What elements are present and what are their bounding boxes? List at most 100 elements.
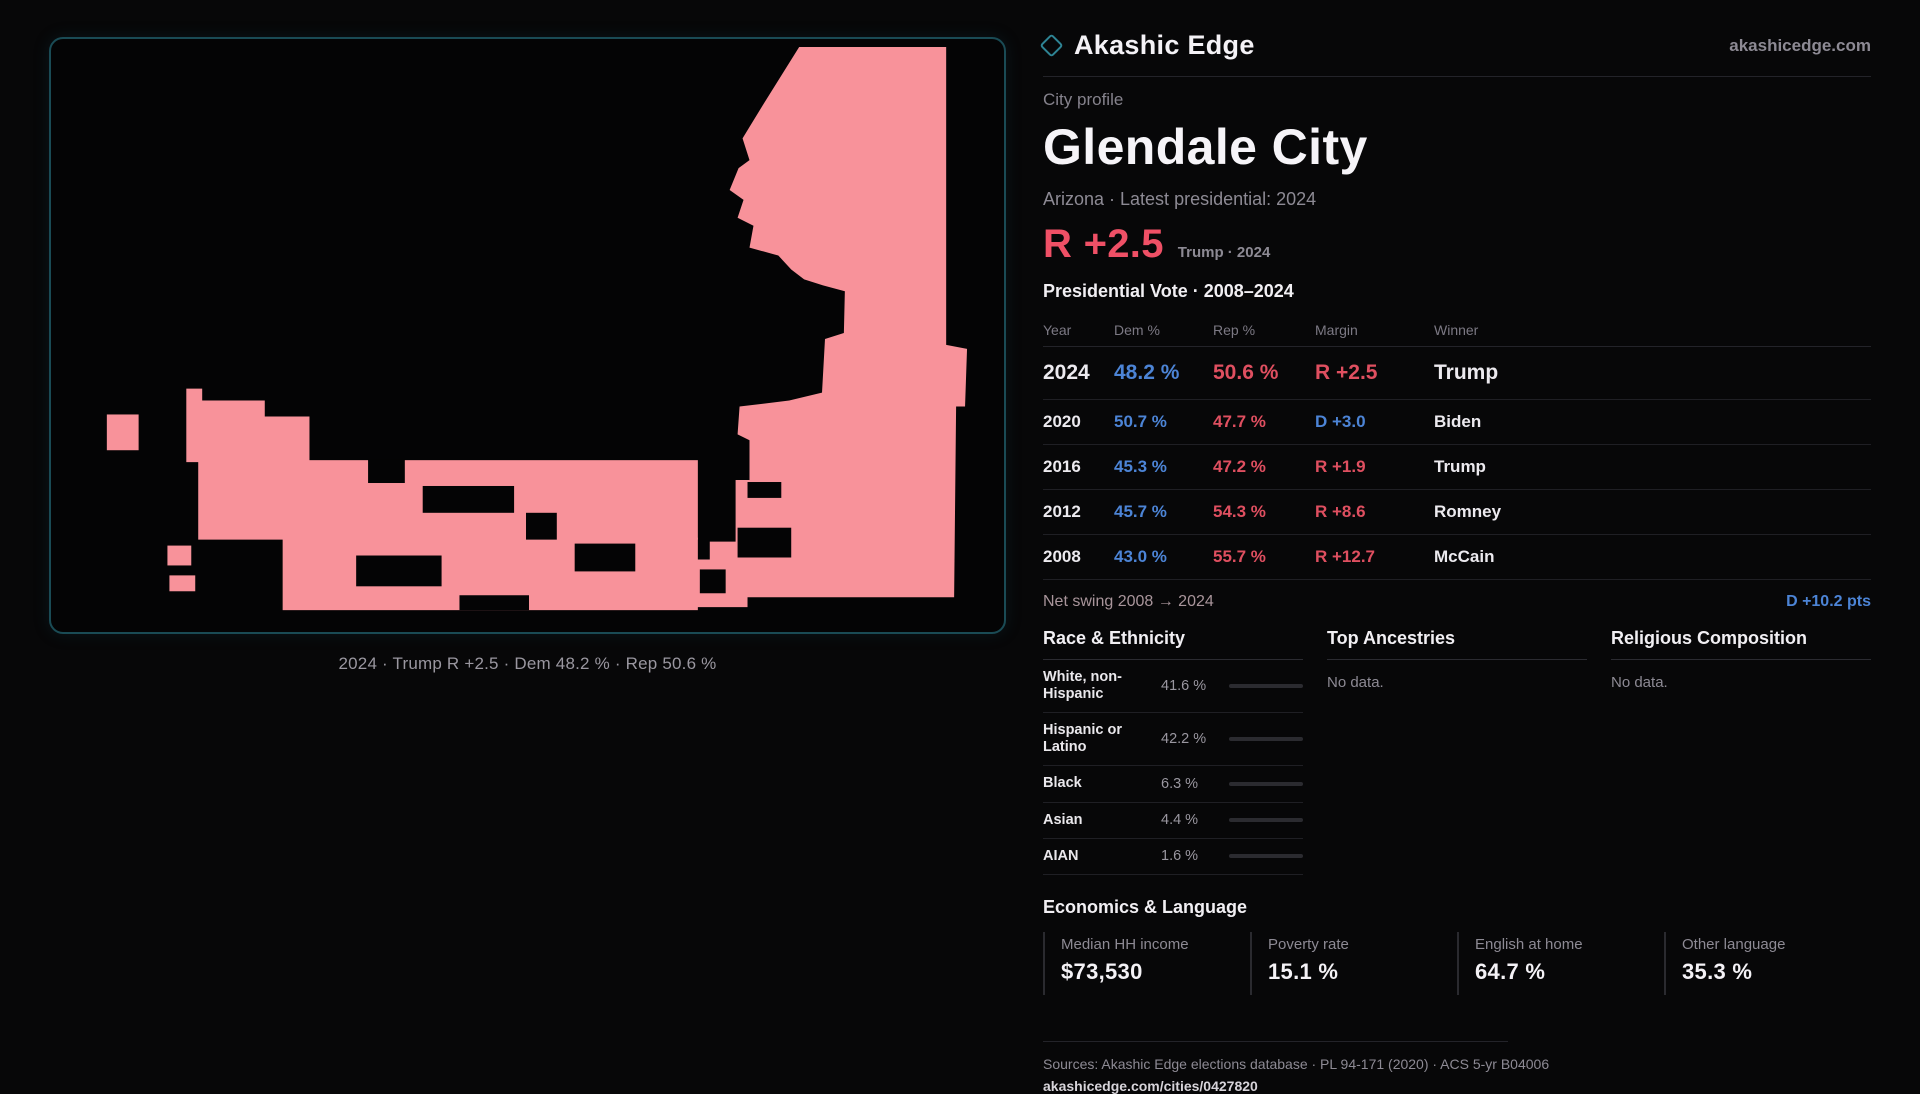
race-bar	[1229, 854, 1303, 859]
race-bar	[1229, 818, 1303, 823]
map-caption: 2024 · Trump R +2.5 · Dem 48.2 % · Rep 5…	[338, 654, 717, 673]
ancestries-title: Top Ancestries	[1327, 628, 1587, 660]
race-value: 1.6 %	[1161, 848, 1199, 865]
cell-winner: Biden	[1434, 412, 1482, 431]
diamond-logo-icon	[1039, 33, 1064, 58]
map-shape-block	[106, 414, 139, 451]
cell-dem: 45.3 %	[1114, 457, 1167, 476]
table-row: 2008 43.0 % 55.7 % R +12.7 McCain	[1043, 535, 1871, 580]
cell-rep: 54.3 %	[1213, 502, 1266, 521]
cell-dem: 43.0 %	[1114, 547, 1167, 566]
brand-name: Akashic Edge	[1074, 30, 1255, 60]
map-shape-blob	[186, 388, 310, 463]
race-value: 41.6 %	[1161, 678, 1207, 695]
page-subtitle: Arizona · Latest presidential: 2024	[1043, 189, 1317, 209]
ancestries-column: Top Ancestries No data.	[1327, 628, 1587, 875]
cell-year: 2012	[1043, 502, 1081, 521]
cell-margin: R +12.7	[1315, 547, 1376, 566]
race-value: 42.2 %	[1161, 731, 1207, 748]
vote-table-header: Year Dem % Rep % Margin Winner	[1043, 314, 1871, 347]
race-bar	[1229, 684, 1303, 689]
stat-value: 64.7 %	[1475, 958, 1546, 984]
stat-label: English at home	[1475, 935, 1583, 953]
stat-card: Median HH income $73,530	[1043, 931, 1250, 995]
cell-winner: Romney	[1434, 502, 1502, 521]
table-row: 2012 45.7 % 54.3 % R +8.6 Romney	[1043, 490, 1871, 535]
col-winner: Winner	[1434, 322, 1479, 338]
cell-rep: 47.2 %	[1213, 457, 1266, 476]
headline-margin-row: R +2.5 Trump · 2024	[1043, 222, 1871, 267]
cell-winner: Trump	[1434, 361, 1499, 384]
race-label: AIAN	[1043, 847, 1079, 864]
race-bar	[1229, 781, 1303, 786]
sources-text: Sources: Akashic Edge elections database…	[1043, 1055, 1550, 1072]
economics-stats: Median HH income $73,530 Poverty rate 15…	[1043, 931, 1871, 995]
col-rep: Rep %	[1213, 322, 1256, 338]
cell-margin: R +2.5	[1315, 361, 1378, 384]
religion-column: Religious Composition No data.	[1611, 628, 1871, 875]
cell-winner: Trump	[1434, 457, 1486, 476]
race-bar	[1229, 737, 1303, 742]
ancestries-empty: No data.	[1327, 674, 1384, 691]
cell-year: 2024	[1043, 361, 1090, 384]
cell-year: 2008	[1043, 547, 1081, 566]
map-holes	[356, 459, 792, 611]
race-row: White, non-Hispanic 41.6 %	[1043, 660, 1303, 714]
cell-year: 2016	[1043, 457, 1081, 476]
page-title: Glendale City	[1043, 119, 1368, 175]
religion-title: Religious Composition	[1611, 628, 1871, 660]
vote-table-title: Presidential Vote · 2008–2024	[1043, 281, 1294, 301]
cell-margin: D +3.0	[1315, 412, 1366, 431]
col-year: Year	[1043, 322, 1072, 338]
map-shape-block	[167, 545, 192, 566]
cell-margin: R +8.6	[1315, 502, 1366, 521]
site-header: Akashic Edge akashicedge.com	[1039, 0, 1871, 77]
race-value: 6.3 %	[1161, 775, 1199, 792]
page-eyebrow: City profile	[1043, 90, 1124, 109]
race-row: AIAN 1.6 %	[1043, 839, 1303, 875]
race-label: Asian	[1043, 811, 1083, 828]
city-map	[106, 46, 968, 611]
race-label: Black	[1043, 775, 1082, 792]
demographics-section: Race & Ethnicity White, non-Hispanic 41.…	[1043, 628, 1871, 875]
footer-divider	[1043, 1040, 1508, 1042]
net-swing-label: Net swing 2008 → 2024	[1043, 593, 1214, 610]
map-shape-main	[695, 46, 968, 608]
stat-value: $73,530	[1061, 958, 1143, 984]
map-panel: 2024 · Trump R +2.5 · Dem 48.2 % · Rep 5…	[49, 37, 1006, 674]
stat-card: Poverty rate 15.1 %	[1250, 931, 1457, 995]
table-row: 2020 50.7 % 47.7 % D +3.0 Biden	[1043, 400, 1871, 445]
stat-value: 15.1 %	[1268, 958, 1339, 984]
stat-value: 35.3 %	[1682, 958, 1753, 984]
race-row: Asian 4.4 %	[1043, 803, 1303, 839]
profile-panel: Akashic Edge akashicedge.com City profil…	[1039, 0, 1871, 1094]
net-swing-row: Net swing 2008 → 2024 D +10.2 pts	[1043, 580, 1871, 624]
race-row: Hispanic or Latino 42.2 %	[1043, 713, 1303, 767]
stat-label: Median HH income	[1061, 935, 1189, 953]
cell-rep: 55.7 %	[1213, 547, 1266, 566]
race-ethnicity-column: Race & Ethnicity White, non-Hispanic 41.…	[1043, 628, 1303, 875]
race-ethnicity-title: Race & Ethnicity	[1043, 628, 1303, 660]
economics-title: Economics & Language	[1043, 896, 1248, 917]
stat-label: Other language	[1682, 935, 1786, 953]
map-shape-speck	[884, 549, 890, 558]
col-dem: Dem %	[1114, 322, 1160, 338]
stat-card: Other language 35.3 %	[1664, 931, 1871, 995]
headline-margin: R +2.5	[1043, 222, 1164, 266]
cell-dem: 50.7 %	[1114, 412, 1167, 431]
cell-winner: McCain	[1434, 547, 1495, 566]
religion-empty: No data.	[1611, 674, 1668, 691]
race-label: White, non-Hispanic	[1043, 669, 1122, 703]
cell-dem: 45.7 %	[1114, 502, 1167, 521]
page-footer: Sources: Akashic Edge elections database…	[1043, 1040, 1871, 1094]
cell-margin: R +1.9	[1315, 457, 1366, 476]
site-domain-link[interactable]: akashicedge.com	[1729, 35, 1871, 55]
permalink[interactable]: akashicedge.com/cities/0427820	[1043, 1077, 1258, 1094]
race-row: Black 6.3 %	[1043, 766, 1303, 803]
table-row: 2024 48.2 % 50.6 % R +2.5 Trump	[1043, 347, 1871, 400]
stat-card: English at home 64.7 %	[1457, 931, 1664, 995]
cell-rep: 50.6 %	[1213, 361, 1279, 384]
cell-rep: 47.7 %	[1213, 412, 1266, 431]
city-map-frame	[49, 37, 1006, 634]
headline-note: Trump · 2024	[1177, 244, 1271, 261]
